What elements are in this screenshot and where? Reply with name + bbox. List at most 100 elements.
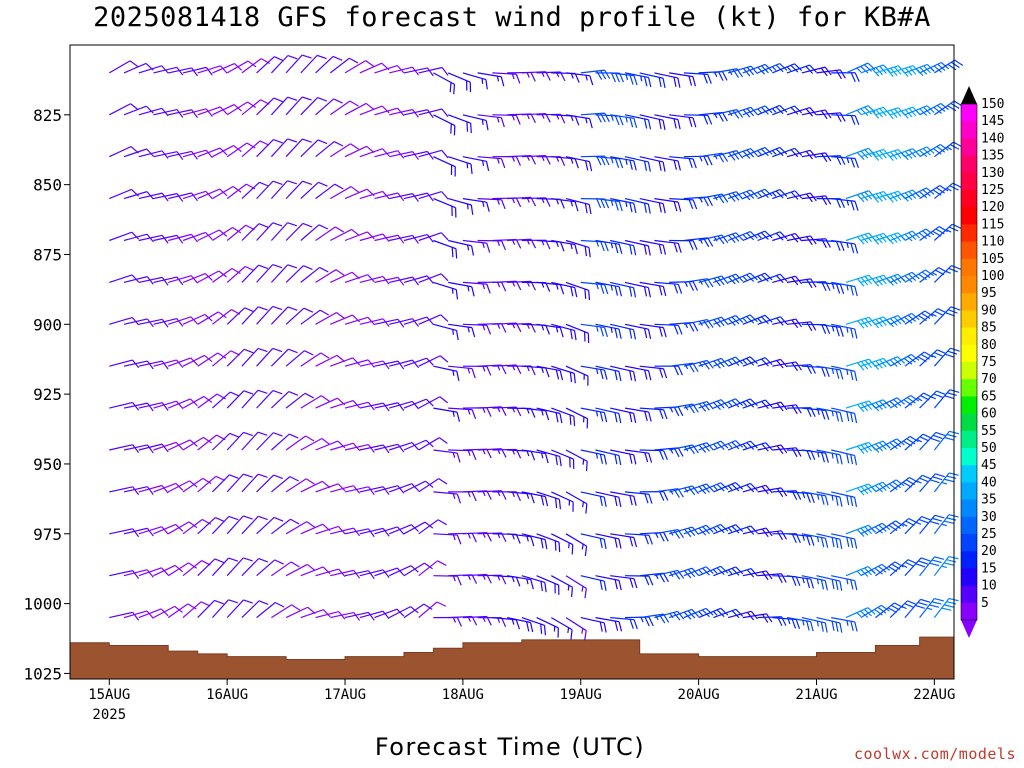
wind-barb <box>595 491 622 507</box>
wind-barb <box>270 96 298 116</box>
wind-barb <box>934 59 964 74</box>
wind-barb <box>654 447 684 458</box>
colorbar-segment <box>961 448 977 466</box>
wind-barb <box>919 431 946 451</box>
wind-barb <box>550 617 573 640</box>
wind-barb <box>742 272 773 283</box>
wind-barb <box>801 407 830 420</box>
colorbar-label: 50 <box>981 441 997 456</box>
wind-barb <box>551 365 576 384</box>
wind-barb <box>241 140 270 158</box>
wind-barb <box>698 482 729 493</box>
wind-barb <box>610 365 637 382</box>
wind-barb <box>359 105 390 116</box>
wind-barb <box>226 390 254 409</box>
wind-barb <box>919 598 944 618</box>
wind-barb <box>315 226 345 241</box>
wind-barb <box>816 323 844 337</box>
colorbar-bottom-cap <box>961 620 977 638</box>
wind-barb <box>123 569 154 578</box>
wind-barb <box>639 239 667 255</box>
wind-barb <box>182 108 213 117</box>
wind-barb <box>742 399 773 409</box>
wind-barb <box>359 148 390 158</box>
colorbar-label: 120 <box>981 200 1004 215</box>
colorbar-segment <box>961 190 977 208</box>
wind-barb <box>211 432 240 451</box>
wind-barb <box>772 190 803 200</box>
wind-barb <box>772 63 803 74</box>
wind-barb <box>507 533 535 547</box>
wind-barb <box>212 145 242 158</box>
wind-barb <box>168 233 199 243</box>
wind-barb <box>669 485 700 496</box>
wind-barb <box>256 180 283 200</box>
wind-barb <box>448 281 475 297</box>
wind-barb <box>374 485 405 494</box>
wind-barb <box>727 356 758 367</box>
wind-barb <box>919 103 949 116</box>
wind-barb <box>315 440 346 451</box>
wind-barb <box>389 151 419 160</box>
wind-barb <box>374 567 405 577</box>
wind-barb <box>168 150 198 160</box>
wind-barb <box>698 607 729 619</box>
wind-barb <box>639 156 666 172</box>
wind-barb <box>211 599 239 619</box>
wind-barb <box>433 156 456 177</box>
wind-barb <box>595 533 622 549</box>
wind-barb <box>403 150 434 160</box>
wind-barb <box>889 271 920 283</box>
wind-barb <box>285 54 312 74</box>
wind-barb <box>241 473 268 493</box>
wind-barb <box>816 575 843 591</box>
wind-barb <box>197 147 228 158</box>
wind-barb <box>536 533 561 553</box>
wind-barb <box>462 114 489 131</box>
wind-barb <box>389 318 420 327</box>
wind-barb <box>153 359 184 368</box>
wind-barb <box>786 533 815 546</box>
wind-barb <box>197 558 225 577</box>
wind-barb <box>300 437 331 451</box>
wind-barb <box>256 97 284 116</box>
wind-barb <box>329 143 360 158</box>
wind-barb <box>241 515 268 535</box>
wind-barb <box>536 323 564 338</box>
wind-barb <box>654 198 682 212</box>
wind-barb <box>285 138 312 158</box>
wind-barb <box>271 433 299 451</box>
wind-barb <box>123 527 154 537</box>
wind-barb <box>182 231 213 242</box>
wind-barb <box>418 601 447 619</box>
wind-barb <box>138 526 169 535</box>
wind-barb <box>492 114 521 125</box>
wind-barb <box>270 306 298 325</box>
wind-barb <box>270 264 298 283</box>
wind-barb <box>448 323 476 338</box>
wind-barb <box>580 155 610 166</box>
wind-barb <box>109 274 140 283</box>
wind-barb <box>683 607 714 619</box>
wind-barb <box>256 347 283 367</box>
colorbar-segment <box>961 344 977 363</box>
wind-barb <box>595 617 623 632</box>
wind-barb <box>639 114 666 130</box>
wind-barb <box>521 407 550 421</box>
wind-barb <box>270 348 298 367</box>
wind-barb <box>285 265 313 283</box>
wind-barb <box>123 402 154 412</box>
wind-barb <box>256 389 283 409</box>
x-tick-label: 22AUG <box>913 687 955 703</box>
credit-link[interactable]: coolwx.com/models <box>853 745 1016 763</box>
wind-barb <box>610 198 637 213</box>
wind-barb <box>551 575 573 598</box>
wind-barb <box>595 407 622 424</box>
wind-barb <box>713 150 744 161</box>
wind-barb <box>919 473 945 493</box>
wind-barb <box>565 239 591 258</box>
wind-barb <box>403 192 434 202</box>
wind-barb <box>433 449 461 463</box>
wind-barb <box>639 572 669 583</box>
wind-barb <box>138 567 169 577</box>
